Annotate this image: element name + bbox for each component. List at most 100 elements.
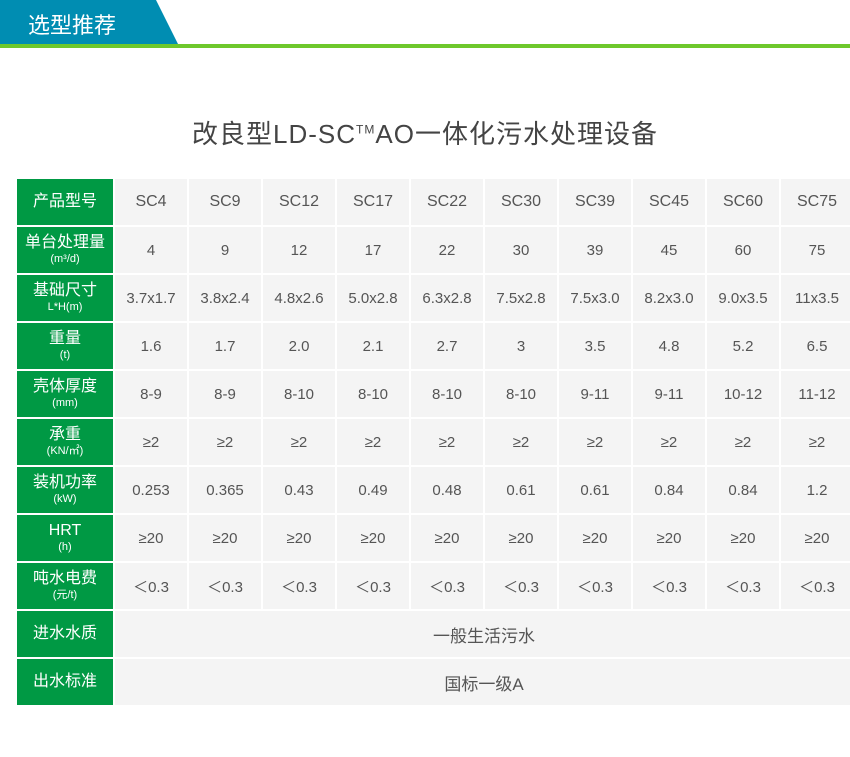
cell: 0.84 [633,467,705,513]
cell: SC12 [263,179,335,225]
cell: 60 [707,227,779,273]
cell: SC4 [115,179,187,225]
section-header: 选型推荐 [0,0,850,48]
cell: 0.253 [115,467,187,513]
cell: ＜0.3 [411,563,483,609]
cell: ≥20 [559,515,631,561]
section-tab: 选型推荐 [0,0,156,48]
cell: 8-9 [115,371,187,417]
cell: 0.365 [189,467,261,513]
cell: ＜0.3 [115,563,187,609]
cell: SC75 [781,179,850,225]
spec-table: 产品型号 SC4 SC9 SC12 SC17 SC22 SC30 SC39 SC… [15,177,850,707]
cell: ＜0.3 [633,563,705,609]
cell: ＜0.3 [485,563,557,609]
label-weight: 重量(t) [17,323,113,369]
cell: ≥2 [781,419,850,465]
row-weight: 重量(t) 1.6 1.7 2.0 2.1 2.7 3 3.5 4.8 5.2 … [17,323,850,369]
row-hrt: HRT(h) ≥20 ≥20 ≥20 ≥20 ≥20 ≥20 ≥20 ≥20 ≥… [17,515,850,561]
cell: ≥2 [485,419,557,465]
cell: 8-10 [485,371,557,417]
cell: ≥2 [411,419,483,465]
cell: ≥20 [411,515,483,561]
cell: ≥2 [633,419,705,465]
cell: 12 [263,227,335,273]
cell: 4.8 [633,323,705,369]
cell: ＜0.3 [559,563,631,609]
cell: 4 [115,227,187,273]
cell: 22 [411,227,483,273]
cell: ≥2 [189,419,261,465]
label-model: 产品型号 [17,179,113,225]
row-capacity: 单台处理量(m³/d) 4 9 12 17 22 30 39 45 60 75 [17,227,850,273]
cell: 6.5 [781,323,850,369]
title-post: AO一体化污水处理设备 [375,119,658,149]
content-area: 改良型LD-SCTMAO一体化污水处理设备 产品型号 SC4 SC9 SC12 … [15,48,835,707]
label-power: 装机功率(kW) [17,467,113,513]
cell: ≥20 [485,515,557,561]
cell: ≥20 [707,515,779,561]
row-load: 承重(KN/㎡) ≥2 ≥2 ≥2 ≥2 ≥2 ≥2 ≥2 ≥2 ≥2 ≥2 [17,419,850,465]
cell: 3 [485,323,557,369]
cell: ＜0.3 [189,563,261,609]
cell: 4.8x2.6 [263,275,335,321]
cell: 11x3.5 [781,275,850,321]
label-hrt: HRT(h) [17,515,113,561]
cell: 75 [781,227,850,273]
cell: ＜0.3 [781,563,850,609]
cell: 10-12 [707,371,779,417]
cell: 5.2 [707,323,779,369]
cell: ＜0.3 [263,563,335,609]
cell: 0.61 [559,467,631,513]
cell: ≥20 [633,515,705,561]
cell: 9 [189,227,261,273]
cell: ≥2 [263,419,335,465]
cell: 0.49 [337,467,409,513]
cell: 11-12 [781,371,850,417]
table-title: 改良型LD-SCTMAO一体化污水处理设备 [15,96,835,177]
cell: 2.0 [263,323,335,369]
label-inlet: 进水水质 [17,611,113,657]
row-elec: 吨水电费(元/t) ＜0.3 ＜0.3 ＜0.3 ＜0.3 ＜0.3 ＜0.3 … [17,563,850,609]
section-underline [0,44,850,48]
cell: 0.84 [707,467,779,513]
title-pre: 改良型LD-SC [192,119,356,149]
cell: 1.7 [189,323,261,369]
cell: ≥2 [115,419,187,465]
cell: ＜0.3 [337,563,409,609]
cell: 30 [485,227,557,273]
cell: 5.0x2.8 [337,275,409,321]
cell: 3.7x1.7 [115,275,187,321]
cell: SC17 [337,179,409,225]
cell: ＜0.3 [707,563,779,609]
cell: ≥2 [707,419,779,465]
cell: SC45 [633,179,705,225]
title-tm: TM [356,122,375,136]
cell: SC9 [189,179,261,225]
cell: 8-10 [263,371,335,417]
cell: 9-11 [633,371,705,417]
cell: SC60 [707,179,779,225]
cell: 9-11 [559,371,631,417]
cell: ≥20 [263,515,335,561]
section-tab-label: 选型推荐 [28,8,116,40]
cell: 3.5 [559,323,631,369]
label-elec: 吨水电费(元/t) [17,563,113,609]
row-shell: 壳体厚度(mm) 8-9 8-9 8-10 8-10 8-10 8-10 9-1… [17,371,850,417]
cell: 8-10 [337,371,409,417]
cell: 6.3x2.8 [411,275,483,321]
cell: ≥20 [781,515,850,561]
row-size: 基础尺寸L*H(m) 3.7x1.7 3.8x2.4 4.8x2.6 5.0x2… [17,275,850,321]
cell: SC39 [559,179,631,225]
cell: ≥20 [337,515,409,561]
cell: 17 [337,227,409,273]
cell: ≥20 [189,515,261,561]
cell: ≥2 [337,419,409,465]
cell: ≥2 [559,419,631,465]
cell: 45 [633,227,705,273]
cell: 8-9 [189,371,261,417]
cell: 9.0x3.5 [707,275,779,321]
cell: 1.6 [115,323,187,369]
row-model: 产品型号 SC4 SC9 SC12 SC17 SC22 SC30 SC39 SC… [17,179,850,225]
cell: 8.2x3.0 [633,275,705,321]
